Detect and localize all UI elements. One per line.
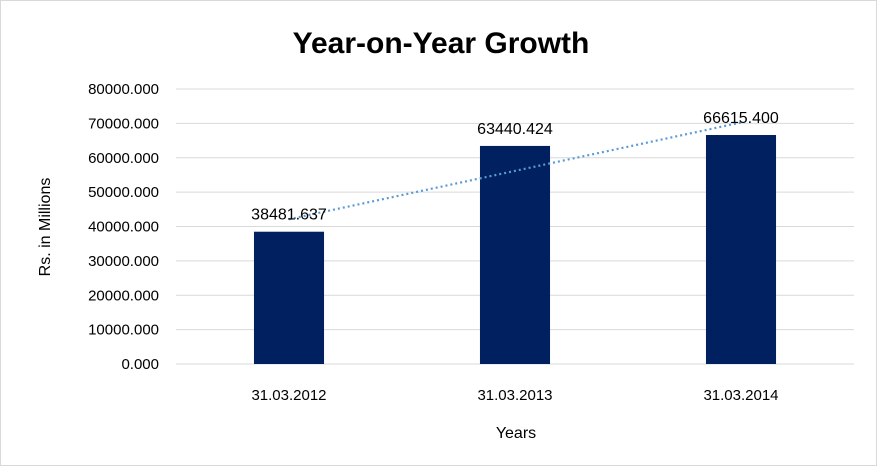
- y-tick-label: 20000.000: [88, 287, 159, 304]
- y-tick-label: 80000.000: [88, 81, 159, 98]
- y-tick-label: 10000.000: [88, 322, 159, 339]
- x-axis-ticks: 31.03.2012 31.03.2013 31.03.2014: [251, 387, 778, 404]
- y-tick-label: 70000.000: [88, 115, 159, 132]
- data-label: 66615.400: [703, 110, 779, 127]
- x-axis-title: Years: [496, 425, 536, 442]
- y-tick-label: 60000.000: [88, 150, 159, 167]
- bar: [705, 135, 777, 364]
- trendline: [288, 121, 742, 221]
- bars: [253, 135, 777, 364]
- bar: [253, 231, 325, 364]
- y-axis-ticks: 0.000 10000.000 20000.000 30000.000 40000.00…: [88, 81, 159, 373]
- y-tick-label: 30000.000: [88, 253, 159, 270]
- data-label: 38481.637: [251, 207, 327, 224]
- x-tick-label: 31.03.2014: [703, 387, 778, 404]
- y-tick-label: 0.000: [121, 356, 159, 373]
- bar: [479, 145, 551, 364]
- data-labels: 38481.637 63440.424 66615.400: [251, 110, 779, 224]
- y-tick-label: 40000.000: [88, 219, 159, 236]
- x-tick-label: 31.03.2012: [251, 387, 326, 404]
- x-tick-label: 31.03.2013: [477, 387, 552, 404]
- trendline-path: [288, 121, 742, 221]
- data-label: 63440.424: [477, 121, 553, 138]
- y-tick-label: 50000.000: [88, 184, 159, 201]
- chart-title: Year-on-Year Growth: [293, 27, 590, 60]
- y-axis-title: Rs. in Millions: [37, 178, 54, 277]
